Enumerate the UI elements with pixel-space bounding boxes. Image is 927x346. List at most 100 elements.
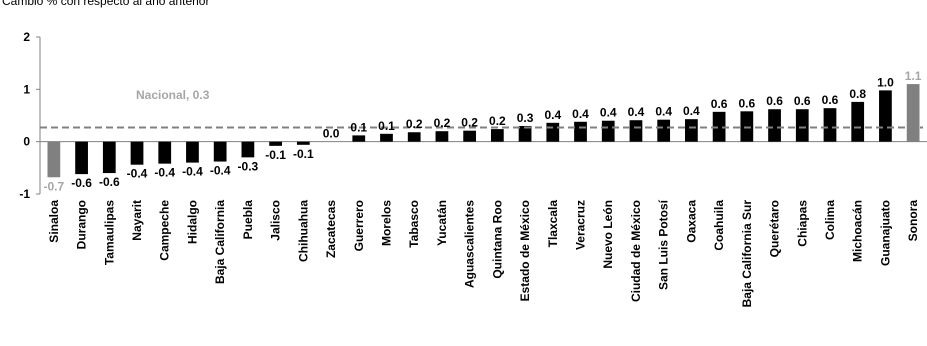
bar-5 — [186, 141, 199, 163]
value-label: -0.4 — [127, 167, 148, 181]
bar-16 — [490, 129, 504, 142]
category-label: Oaxaca — [684, 200, 698, 243]
value-label: 0.4 — [683, 104, 700, 118]
bar-27 — [795, 109, 809, 142]
bar-9 — [296, 141, 310, 145]
category-label: Colima — [823, 200, 837, 240]
category-label: Sonora — [906, 200, 920, 242]
bar-4 — [158, 141, 172, 164]
chart-subtitle: Cambio % con respecto al año anterior — [2, 0, 210, 8]
category-label: Guanajuato — [878, 200, 892, 266]
bar-8 — [269, 141, 282, 146]
value-label: 0.6 — [766, 94, 783, 108]
bar-28 — [823, 108, 837, 142]
value-label: 1.1 — [905, 69, 922, 83]
bar-23 — [685, 119, 698, 142]
category-label: Querétaro — [768, 200, 782, 257]
category-label: Tabasco — [407, 200, 421, 248]
bar-13 — [407, 132, 421, 142]
value-label: 0.2 — [489, 114, 506, 128]
bar-26 — [768, 109, 781, 142]
value-label: -0.6 — [71, 176, 92, 190]
bar-12 — [380, 133, 393, 142]
value-label: 0.6 — [738, 96, 755, 110]
category-label: Hidalgo — [185, 200, 199, 244]
value-label: 0.2 — [461, 116, 478, 130]
bar-21 — [629, 120, 643, 142]
value-labels: -0.7 -0.6 -0.6 -0.4 -0.4 -0.4 -0.4 -0.3 -0.1 -0.1… — [44, 69, 922, 193]
bar-7 — [241, 141, 255, 158]
reference-line-group: Nacional, 0.3 — [40, 88, 923, 129]
category-label: Ciudad de México — [629, 200, 643, 302]
value-label: -0.4 — [182, 165, 203, 179]
y-tick-label: -1 — [19, 187, 30, 201]
bar-31 — [906, 84, 920, 142]
bar-18 — [546, 122, 560, 142]
y-tick-label: 2 — [23, 30, 30, 44]
value-label: 0.6 — [711, 97, 728, 111]
value-label: -0.4 — [154, 166, 175, 180]
bar-6 — [213, 141, 227, 162]
value-label: 0.4 — [600, 106, 617, 120]
bar-3 — [130, 141, 144, 165]
value-label: 0.2 — [434, 116, 451, 130]
bar-20 — [601, 120, 615, 142]
bar-22 — [657, 119, 671, 142]
value-label: -0.1 — [265, 148, 286, 162]
bar-15 — [463, 130, 477, 142]
category-label: Michoacán — [851, 200, 865, 262]
category-label: Veracruz — [574, 200, 588, 250]
category-label: Zacatecas — [324, 200, 338, 258]
bar-1 — [75, 141, 88, 175]
category-label: Yucatán — [435, 200, 449, 246]
category-label: Guerrero — [352, 200, 366, 251]
value-label: -0.1 — [293, 147, 314, 161]
value-label: 0.0 — [323, 127, 340, 141]
category-label: Tlaxcala — [546, 200, 560, 248]
value-label: -0.6 — [99, 175, 120, 189]
value-label: 0.4 — [544, 108, 561, 122]
category-label: Chiapas — [795, 200, 809, 247]
value-label: -0.4 — [210, 164, 231, 178]
category-label: Nuevo León — [601, 200, 615, 269]
bar-11 — [352, 135, 366, 142]
bar-29 — [851, 101, 865, 142]
bar-24 — [712, 111, 726, 142]
chart-bars — [47, 84, 920, 178]
value-label: -0.7 — [44, 179, 65, 193]
category-label: San Luis Potosí — [657, 199, 671, 290]
category-label: Durango — [75, 200, 89, 249]
bar-2 — [102, 141, 116, 174]
category-labels: Sinaloa Durango Tamaulipas Nayarit Campeche H… — [47, 199, 920, 307]
category-label: Quintana Roo — [490, 200, 504, 279]
value-label: 0.6 — [822, 93, 839, 107]
bar-25 — [740, 111, 754, 142]
reference-label: Nacional, 0.3 — [136, 88, 210, 102]
bar-30 — [879, 90, 892, 142]
bar-14 — [435, 131, 449, 142]
bar-19 — [574, 121, 587, 142]
value-label: 0.1 — [378, 119, 395, 133]
bar-17 — [518, 125, 532, 142]
category-label: Tamaulipas — [102, 200, 116, 265]
value-label: 0.4 — [628, 105, 645, 119]
value-label: 0.8 — [849, 87, 866, 101]
y-tick-label: 0 — [23, 135, 30, 149]
category-label: Nayarit — [130, 200, 144, 241]
category-label: Baja California Sur — [740, 200, 754, 308]
category-label: Baja California — [213, 200, 227, 284]
category-label: Sinaloa — [47, 200, 61, 243]
category-label: Jalisco — [269, 200, 283, 241]
value-label: 0.4 — [655, 105, 672, 119]
value-label: 0.3 — [517, 111, 534, 125]
category-label: Coahuila — [712, 200, 726, 251]
category-label: Puebla — [241, 200, 255, 240]
category-label: Morelos — [379, 200, 393, 246]
y-tick-label: 1 — [23, 82, 30, 96]
category-label: Aguascalientes — [463, 200, 477, 288]
value-label: 0.6 — [794, 94, 811, 108]
value-label: 0.2 — [406, 117, 423, 131]
category-label: Estado de México — [518, 200, 532, 301]
value-label: 0.4 — [572, 107, 589, 121]
